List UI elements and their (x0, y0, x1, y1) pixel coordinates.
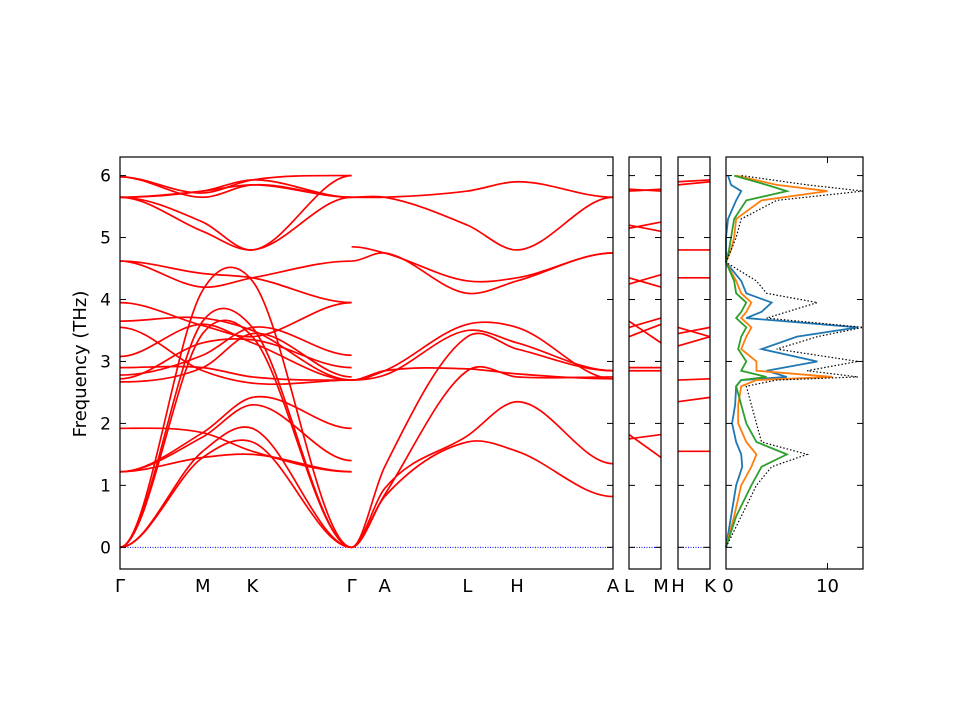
x-tick-label: Γ (347, 576, 357, 597)
phonon-branch (119, 426, 352, 549)
partial-dos-curve (725, 175, 859, 548)
phonon-branch (119, 301, 352, 338)
x-tick-label: L (462, 576, 472, 597)
x-tick-label: A (379, 576, 392, 597)
phonon-branch (677, 326, 711, 338)
x-tick-label: A (607, 576, 620, 597)
phonon-branch (351, 400, 614, 549)
partial-dos-curve (725, 174, 791, 548)
phonon-branch (677, 335, 711, 347)
x-tick-label: M (653, 576, 669, 597)
phonon-branch (628, 317, 662, 329)
phonon-branch (119, 307, 352, 549)
phonon-branch (351, 252, 614, 295)
phonon-branch (628, 273, 662, 285)
phonon-branch (677, 180, 711, 186)
y-tick-label: 1 (100, 476, 111, 496)
phonon-branch (119, 453, 352, 473)
phonon-branch (119, 260, 352, 304)
x-tick-label: M (195, 576, 211, 597)
phonon-branch (119, 174, 352, 251)
phonon-branch (119, 175, 352, 199)
phonon-branch (677, 326, 711, 335)
x-tick-label: L (624, 576, 634, 597)
phonon-branch (119, 326, 352, 386)
phonon-branch (628, 224, 662, 233)
phonon-branch (351, 180, 614, 199)
phonon-branch (351, 332, 614, 549)
x-tick-label: H (510, 576, 524, 597)
phonon-branch (351, 321, 614, 381)
phonon-branch (119, 338, 352, 380)
dos-x-tick-label: 0 (722, 576, 733, 597)
phonon-branch (119, 266, 352, 549)
phonon-branch (628, 320, 662, 344)
y-axis-label: Frequency (THz) (70, 291, 91, 438)
phonon-branch (119, 174, 352, 194)
phonon-branch (119, 326, 352, 376)
phonon-branch (677, 396, 711, 403)
y-tick-label: 2 (100, 414, 111, 434)
phonon-branch (351, 329, 614, 381)
x-tick-label: Γ (115, 576, 125, 597)
phonon-branch (119, 319, 352, 549)
phonon-branch (628, 276, 662, 288)
band-panel-L-M-frame (628, 156, 662, 570)
phonon-branch (677, 179, 711, 183)
dos-x-tick-label: 10 (816, 576, 839, 597)
band-panel-H-K-frame (677, 156, 711, 570)
phonon-branch (351, 365, 614, 549)
band-panel-main-frame (119, 156, 614, 570)
phonon-branch (628, 433, 662, 459)
phonon-branch (628, 188, 662, 192)
y-tick-label: 0 (100, 538, 111, 558)
phonon-branch (119, 196, 352, 251)
phonon-branch (119, 365, 352, 381)
y-tick-label: 3 (100, 352, 111, 372)
phonon-branch (119, 323, 352, 381)
total-dos-curve (725, 174, 864, 548)
phonon-branch (628, 221, 662, 230)
phonon-branch (119, 427, 352, 473)
x-tick-label: H (671, 576, 685, 597)
x-tick-label: K (704, 576, 717, 597)
phonon-branch (119, 395, 352, 473)
y-tick-label: 5 (100, 229, 111, 249)
phonon-branch (119, 316, 352, 381)
partial-dos-curve (725, 174, 833, 548)
phonon-branch (119, 403, 352, 473)
dos-panel-frame (725, 156, 864, 570)
phonon-branch (119, 260, 352, 288)
y-tick-label: 4 (100, 290, 111, 310)
phonon-branch (677, 377, 711, 381)
phonon-branch (351, 366, 614, 381)
y-tick-label: 6 (100, 167, 111, 187)
x-tick-label: K (246, 576, 259, 597)
phonon-branch (628, 323, 662, 338)
